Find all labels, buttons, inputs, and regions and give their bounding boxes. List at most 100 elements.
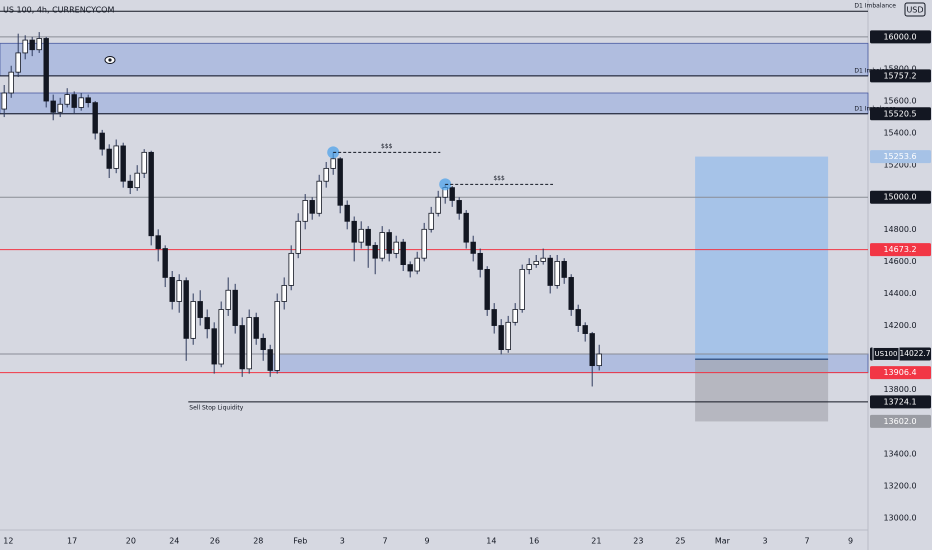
candle-body xyxy=(582,325,588,334)
candle-body xyxy=(470,241,476,254)
price-label: 13724.1 xyxy=(883,397,916,406)
liquidity-label: $$$ xyxy=(381,143,393,150)
price-label: 16000.0 xyxy=(883,32,916,41)
y-tick-label: 15600.0 xyxy=(883,97,916,106)
price-label: 15757.2 xyxy=(883,71,916,80)
candle-body xyxy=(435,196,441,214)
x-tick-label: 25 xyxy=(675,537,685,546)
candle-body xyxy=(43,38,49,102)
y-tick-label: 15400.0 xyxy=(883,129,916,138)
x-tick-label: 7 xyxy=(382,537,387,546)
candle-body xyxy=(57,103,63,113)
currency-box xyxy=(904,2,926,17)
candle-body xyxy=(519,269,525,310)
candle-body xyxy=(505,321,511,350)
candle-body xyxy=(281,285,287,302)
candle-body xyxy=(253,317,259,339)
y-tick-label: 13000.0 xyxy=(883,513,916,522)
candle-body xyxy=(50,100,56,113)
candle-body xyxy=(274,301,280,371)
candle-body xyxy=(344,204,350,222)
candle-body xyxy=(393,241,399,254)
eye-icon xyxy=(104,56,116,64)
candle-body xyxy=(533,260,539,265)
x-tick-label: 9 xyxy=(424,537,429,546)
candle-body xyxy=(407,264,413,272)
liquidity-label: $$$ xyxy=(493,175,505,182)
candle-body xyxy=(358,228,364,243)
candle-body xyxy=(8,71,14,94)
candle-body xyxy=(484,269,490,310)
y-tick-label: 13400.0 xyxy=(883,449,916,458)
candle-body xyxy=(232,289,238,326)
candle-body xyxy=(15,52,21,73)
price-label: 14022.7 xyxy=(899,349,930,358)
candle-body xyxy=(351,220,357,243)
candle-body xyxy=(176,280,182,302)
x-tick-label: 23 xyxy=(633,537,643,546)
candle-body xyxy=(421,228,427,259)
candle-body xyxy=(463,212,469,243)
candle-body xyxy=(330,158,336,169)
candle-body xyxy=(92,102,98,134)
imbalance-zone xyxy=(0,42,869,77)
x-tick-label: Mar xyxy=(715,537,731,546)
x-tick-label: 9 xyxy=(848,537,853,546)
price-label: 15000.0 xyxy=(883,193,916,202)
candle-body xyxy=(414,257,420,272)
candle-body xyxy=(400,241,406,265)
x-tick-label: 24 xyxy=(169,537,179,546)
candle-body xyxy=(113,145,119,169)
y-tick-label: 14800.0 xyxy=(883,225,916,234)
candle-body xyxy=(554,260,560,286)
candle-body xyxy=(295,220,301,254)
candle-body xyxy=(540,257,546,262)
candle-body xyxy=(456,200,462,214)
y-tick-label: 14600.0 xyxy=(883,257,916,266)
y-tick-label: 13200.0 xyxy=(883,481,916,490)
candle-body xyxy=(372,244,378,259)
candle-body xyxy=(64,94,70,105)
price-label: 14673.2 xyxy=(883,245,916,254)
x-tick-label: 21 xyxy=(591,537,601,546)
x-tick-label: 12 xyxy=(3,537,13,546)
x-tick-label: 17 xyxy=(67,537,77,546)
candle-body xyxy=(547,257,553,286)
candle-body xyxy=(106,148,112,169)
price-label-box xyxy=(870,395,931,409)
candle-body xyxy=(575,309,581,326)
x-tick-label: 28 xyxy=(253,537,263,546)
candle-body xyxy=(316,180,322,214)
price-label-box xyxy=(870,243,931,257)
price-label-box xyxy=(870,366,931,380)
y-tick-label: 14200.0 xyxy=(883,321,916,330)
x-tick-label: 3 xyxy=(340,537,345,546)
price-label: 13906.4 xyxy=(883,368,916,377)
candle-body xyxy=(190,301,196,339)
candle-body xyxy=(568,277,574,310)
candle-body xyxy=(148,151,154,237)
x-tick-label: 7 xyxy=(805,537,810,546)
candle-body xyxy=(71,94,77,108)
candle-body xyxy=(183,280,189,339)
candle-body xyxy=(169,277,175,302)
candle-body xyxy=(288,252,294,286)
candle-body xyxy=(589,333,595,367)
price-label-box xyxy=(870,150,931,164)
candle-body xyxy=(526,264,532,270)
y-tick-label: 15800.0 xyxy=(883,64,916,73)
price-label: 13602.0 xyxy=(883,417,916,426)
candle-body xyxy=(323,167,329,182)
candle-body xyxy=(302,200,308,222)
candle-body xyxy=(512,309,518,323)
candle-body xyxy=(99,132,105,150)
candle-body xyxy=(211,328,217,365)
candle-body xyxy=(141,151,147,174)
imbalance-zone xyxy=(0,92,869,115)
y-tick-label: 15200.0 xyxy=(883,161,916,170)
price-label-box xyxy=(870,69,931,83)
plot: 13000.013200.013400.013600.013800.014000… xyxy=(0,3,931,546)
candle-body xyxy=(162,248,168,278)
candle-body xyxy=(120,145,126,182)
